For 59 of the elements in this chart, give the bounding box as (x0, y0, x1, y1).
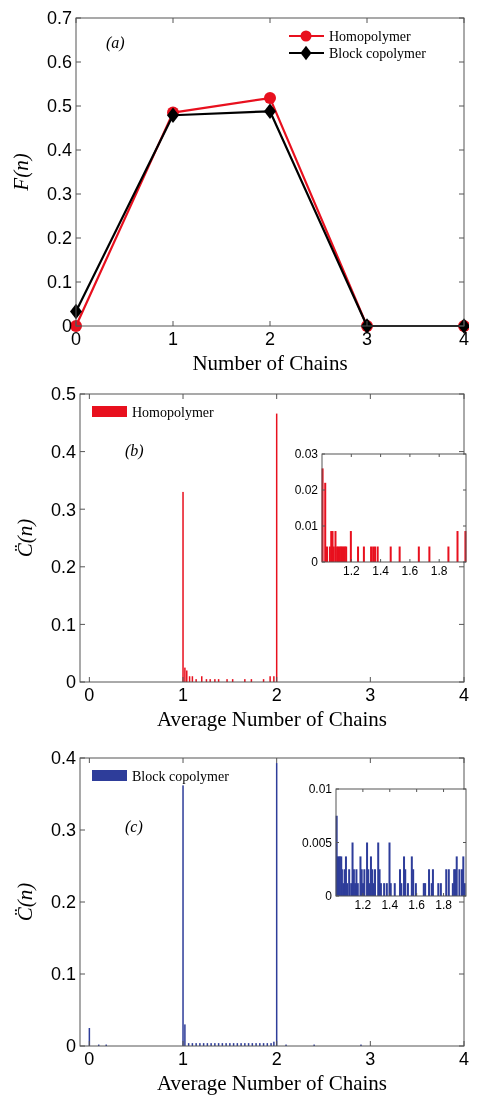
y-tick-label: 0.1 (50, 614, 76, 635)
y-tick-label: 0.3 (50, 820, 76, 841)
x-axis-title: Average Number of Chains (157, 707, 387, 731)
y-tick-label: 0.2 (50, 557, 76, 578)
y-tick-label: 0.1 (50, 964, 76, 985)
y-tick-label: 0.1 (46, 272, 72, 293)
x-tick-label: 1.2 (354, 898, 372, 913)
y-tick-label: 0.5 (46, 96, 72, 117)
x-tick-label: 1 (178, 1049, 189, 1070)
x-tick-label: 4 (458, 1049, 470, 1070)
x-tick-label: 1 (178, 685, 189, 706)
x-tick-label: 3 (365, 685, 376, 706)
y-tick-label: 0.3 (50, 499, 76, 520)
x-tick-label: 3 (361, 329, 373, 350)
annotation: (c) (125, 818, 143, 836)
x-tick-label: 1.8 (430, 564, 448, 579)
y-tick-label: 0.005 (301, 835, 333, 850)
y-tick-label: 0.4 (46, 140, 72, 161)
x-tick-label: 1.2 (342, 564, 360, 579)
y-tick-label: 0.6 (46, 52, 72, 73)
y-tick-label: 0 (65, 672, 76, 693)
x-tick-label: 0 (84, 685, 95, 706)
x-tick-label: 2 (264, 329, 276, 350)
x-tick-label: 1.4 (372, 564, 390, 579)
x-tick-label: 4 (458, 329, 470, 350)
y-axis-title: C̈(n) (13, 518, 37, 558)
y-tick-label: 0.02 (294, 483, 319, 498)
y-tick-label: 0.4 (50, 441, 76, 462)
x-tick-label: 1.6 (408, 898, 426, 913)
annotation: (a) (106, 34, 125, 52)
x-tick-label: 0 (84, 1049, 95, 1070)
y-axis-title: C̈(n) (13, 882, 37, 922)
y-tick-label: 0.01 (294, 519, 319, 534)
x-tick-label: 4 (458, 685, 470, 706)
y-tick-label: 0.3 (46, 184, 72, 205)
legend-label: Block copolymer (132, 768, 230, 784)
y-tick-label: 0.7 (46, 8, 72, 29)
y-tick-label: 0.03 (294, 447, 319, 462)
y-axis-title: F(n) (9, 153, 33, 192)
y-tick-label: 0.4 (50, 748, 76, 769)
y-tick-label: 0 (65, 1036, 76, 1057)
x-tick-label: 1 (167, 329, 179, 350)
legend-label: Homopolymer (132, 404, 214, 420)
y-tick-label: 0.2 (50, 892, 76, 913)
y-tick-label: 0 (61, 316, 72, 337)
x-tick-label: 1.8 (435, 898, 453, 913)
x-tick-label: 1.4 (381, 898, 399, 913)
x-tick-label: 2 (271, 685, 282, 706)
y-tick-label: 0.01 (308, 782, 333, 797)
y-tick-label: 0.2 (46, 228, 72, 249)
legend-label: Block copolymer (329, 45, 427, 61)
x-axis-title: Average Number of Chains (157, 1071, 387, 1095)
y-tick-label: 0.5 (50, 384, 76, 405)
x-tick-label: 2 (271, 1049, 282, 1070)
annotation: (b) (125, 442, 144, 460)
x-tick-label: 1.6 (401, 564, 419, 579)
x-axis-title: Number of Chains (192, 351, 348, 375)
legend-label: Homopolymer (329, 28, 411, 44)
x-tick-label: 3 (365, 1049, 376, 1070)
